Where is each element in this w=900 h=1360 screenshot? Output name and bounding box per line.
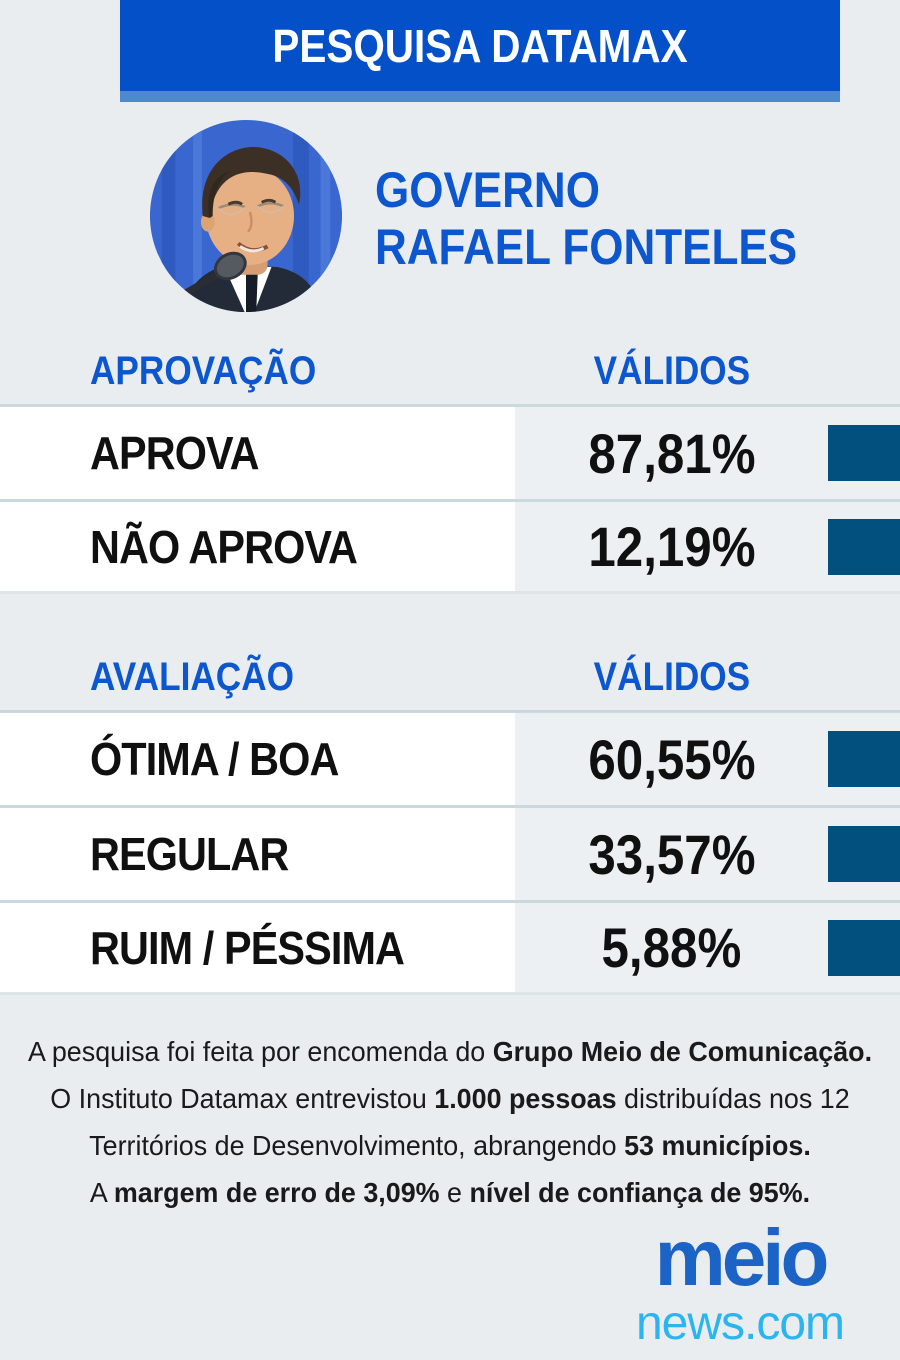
poll-row: NÃO APROVA 12,19% (0, 499, 900, 594)
row-value: 5,88% (601, 916, 742, 979)
row-value: 87,81% (587, 421, 756, 485)
subject-line2: RAFAEL FONTELES (375, 219, 798, 275)
valids-header-cell: VÁLIDOS (515, 349, 900, 394)
row-label-panel: REGULAR (0, 808, 515, 900)
section-header-row: AVALIAÇÃO VÁLIDOS (0, 652, 900, 710)
row-label-panel: APROVA (0, 407, 515, 499)
poll-row: REGULAR 33,57% (0, 805, 900, 900)
methodology-segment: Grupo Meio de Comunicação. (492, 1036, 873, 1067)
valids-header-cell: VÁLIDOS (515, 655, 900, 700)
value-marker-square (828, 731, 900, 787)
section-header-cell: APROVAÇÃO (0, 349, 515, 394)
subject-title: GOVERNO RAFAEL FONTELES (375, 162, 855, 276)
methodology-segment: nível de confiança de 95%. (469, 1177, 811, 1208)
row-label: REGULAR (90, 828, 289, 880)
row-label-panel: ÓTIMA / BOA (0, 713, 515, 805)
methodology-line: A pesquisa foi feita por encomenda do Gr… (18, 1028, 882, 1075)
value-marker-square (828, 826, 900, 882)
methodology-segment: e (439, 1177, 470, 1208)
methodology-segment: 53 municípios. (624, 1130, 811, 1161)
row-value-panel: 33,57% (515, 808, 900, 900)
value-marker-square (828, 425, 900, 481)
methodology-note: A pesquisa foi feita por encomenda do Gr… (0, 1028, 900, 1216)
row-value: 33,57% (587, 822, 756, 886)
value-marker-square (828, 919, 900, 976)
section-header-row: APROVAÇÃO VÁLIDOS (0, 346, 900, 404)
methodology-line: A margem de erro de 3,09% e nível de con… (18, 1169, 882, 1216)
poll-section: APROVAÇÃO VÁLIDOS APROVA 87,81% NÃO APRO… (0, 346, 900, 594)
value-marker-square (828, 518, 900, 575)
row-label: APROVA (90, 427, 260, 479)
row-value: 12,19% (587, 515, 756, 578)
header-banner-strip (120, 91, 840, 102)
logo-news-text: news.com (635, 1297, 845, 1350)
header-banner: PESQUISA DATAMAX (120, 0, 840, 91)
methodology-segment: A (89, 1177, 114, 1208)
poll-section: AVALIAÇÃO VÁLIDOS ÓTIMA / BOA 60,55% REG… (0, 652, 900, 995)
row-value-panel: 87,81% (515, 407, 900, 499)
logo-meio-text: meio (654, 1213, 830, 1302)
row-label: NÃO APROVA (90, 520, 358, 573)
valids-column-header: VÁLIDOS (593, 655, 750, 699)
row-label: ÓTIMA / BOA (90, 733, 339, 785)
methodology-segment: A pesquisa foi feita por encomenda do (27, 1036, 493, 1067)
section-title: AVALIAÇÃO (90, 655, 295, 699)
valids-column-header: VÁLIDOS (593, 349, 750, 393)
governor-photo (148, 118, 344, 314)
row-label: RUIM / PÉSSIMA (90, 921, 405, 974)
methodology-segment: 1.000 pessoas (434, 1083, 617, 1114)
meionews-logo: meio news.com (600, 1218, 880, 1348)
poll-row: APROVA 87,81% (0, 404, 900, 499)
page-title: PESQUISA DATAMAX (272, 19, 688, 72)
row-label-panel: NÃO APROVA (0, 502, 515, 591)
methodology-line: O Instituto Datamax entrevistou 1.000 pe… (18, 1075, 882, 1122)
methodology-line: Territórios de Desenvolvimento, abrangen… (18, 1122, 882, 1169)
section-title: APROVAÇÃO (90, 349, 317, 393)
portrait-illustration (149, 119, 343, 313)
subject-line1: GOVERNO (375, 162, 600, 218)
methodology-segment: Territórios de Desenvolvimento, abrangen… (89, 1130, 625, 1161)
poll-row: RUIM / PÉSSIMA 5,88% (0, 900, 900, 995)
row-value: 60,55% (587, 727, 756, 791)
methodology-segment: O Instituto Datamax entrevistou (50, 1083, 435, 1114)
poll-row: ÓTIMA / BOA 60,55% (0, 710, 900, 805)
row-label-panel: RUIM / PÉSSIMA (0, 903, 515, 992)
section-header-cell: AVALIAÇÃO (0, 655, 515, 700)
methodology-segment: distribuídas nos 12 (616, 1083, 850, 1114)
methodology-segment: margem de erro de 3,09% (113, 1177, 440, 1208)
